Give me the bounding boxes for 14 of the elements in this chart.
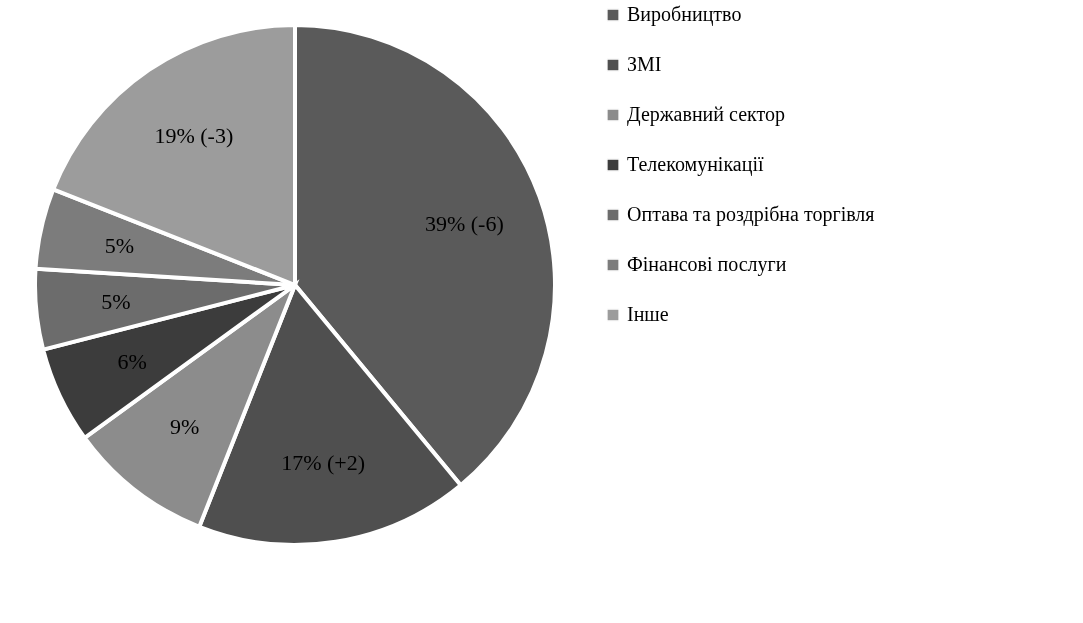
legend-label: ЗМІ — [627, 53, 662, 75]
legend-label: Виробництво — [627, 3, 742, 26]
data-label: 5% — [101, 288, 131, 314]
data-label: 9% — [170, 414, 200, 440]
data-label: 5% — [104, 232, 134, 258]
legend-label: Інше — [627, 303, 669, 325]
data-label: 17% (+2) — [281, 449, 366, 475]
data-label: 39% (-6) — [424, 211, 504, 237]
data-label: 6% — [117, 348, 147, 374]
data-label: 19% (-3) — [154, 123, 234, 149]
legend-label: Оптава та роздрібна торгівля — [627, 203, 875, 226]
legend-label: Державний сектор — [627, 103, 785, 126]
legend-label: Фінансові послуги — [627, 253, 787, 276]
legend-label: Телекомунікації — [627, 153, 764, 176]
